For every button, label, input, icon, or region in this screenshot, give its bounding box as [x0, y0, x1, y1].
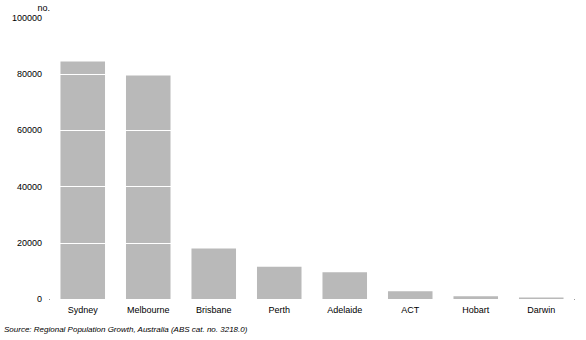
svg-text:no.: no. — [37, 3, 50, 13]
svg-text:0: 0 — [37, 294, 42, 304]
svg-text:Melbourne: Melbourne — [127, 305, 170, 315]
svg-text:100000: 100000 — [12, 13, 42, 23]
svg-text:Adelaide: Adelaide — [327, 305, 362, 315]
svg-text:20000: 20000 — [17, 238, 42, 248]
svg-text:Perth: Perth — [268, 305, 290, 315]
svg-text:ACT: ACT — [401, 305, 420, 315]
svg-text:Darwin: Darwin — [527, 305, 555, 315]
svg-text:Source: Regional Population Gr: Source: Regional Population Growth, Aust… — [4, 325, 248, 334]
svg-text:60000: 60000 — [17, 125, 42, 135]
svg-text:Hobart: Hobart — [462, 305, 490, 315]
svg-text:80000: 80000 — [17, 69, 42, 79]
svg-text:Sydney: Sydney — [68, 305, 99, 315]
svg-text:40000: 40000 — [17, 182, 42, 192]
svg-text:Brisbane: Brisbane — [196, 305, 232, 315]
